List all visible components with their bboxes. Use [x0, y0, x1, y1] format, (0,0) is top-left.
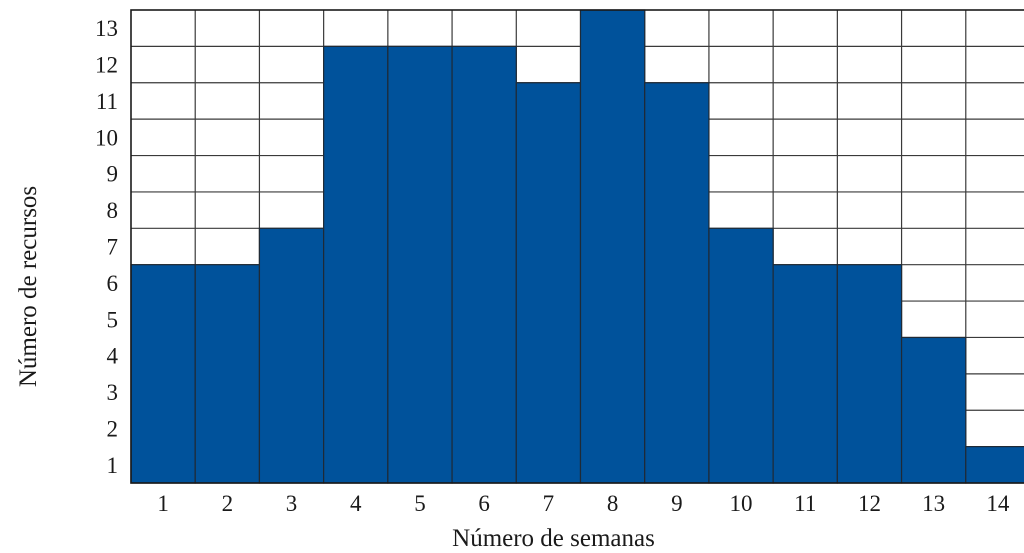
x-tick-label: 5	[414, 491, 426, 516]
x-tick-label: 8	[607, 491, 619, 516]
bar-week-11	[772, 264, 838, 484]
bars	[130, 9, 1024, 484]
x-tick-label: 3	[286, 491, 298, 516]
y-tick-label: 13	[95, 16, 118, 41]
bar-week-1	[130, 264, 196, 484]
plot-frame	[130, 9, 1024, 484]
y-tick-label: 2	[107, 416, 119, 441]
x-tick-label: 1	[157, 491, 169, 516]
x-tick-label: 10	[730, 491, 753, 516]
y-tick-label: 9	[107, 162, 119, 187]
bar-week-3	[258, 227, 325, 484]
y-tick-label: 12	[95, 53, 118, 78]
bar-week-12	[836, 264, 903, 484]
x-tick-label: 11	[794, 491, 816, 516]
x-tick-label: 6	[478, 491, 490, 516]
bar-week-13	[900, 336, 967, 484]
y-tick-label: 3	[107, 380, 119, 405]
y-tick-label: 6	[107, 271, 119, 296]
x-tick-labels: 1 2 3 4 5 6 7 8 9 10 11 12 13 14	[157, 491, 1010, 516]
bar-week-7	[515, 82, 582, 484]
bar-week-5	[387, 45, 453, 484]
bar-week-10	[708, 227, 774, 484]
bar-week-14	[965, 446, 1024, 484]
y-tick-label: 7	[107, 235, 119, 260]
y-tick-label: 1	[107, 453, 119, 478]
bar-week-2	[194, 264, 261, 484]
bar-week-9	[644, 82, 710, 484]
x-tick-label: 9	[671, 491, 683, 516]
x-tick-label: 4	[350, 491, 362, 516]
x-tick-label: 7	[543, 491, 555, 516]
x-tick-label: 13	[922, 491, 945, 516]
y-tick-label: 10	[95, 125, 118, 150]
bar-week-4	[323, 45, 389, 484]
y-tick-label: 11	[96, 89, 118, 114]
x-axis-title: Número de semanas	[452, 525, 655, 552]
y-tick-label: 4	[107, 344, 119, 369]
y-tick-label: 5	[107, 307, 119, 332]
x-tick-label: 12	[858, 491, 881, 516]
x-tick-label: 14	[986, 491, 1010, 516]
x-tick-label: 2	[222, 491, 234, 516]
y-axis-title: Número de recursos	[15, 186, 42, 387]
y-tick-label: 8	[107, 198, 119, 223]
bar-week-8	[579, 9, 646, 484]
bar-week-6	[451, 45, 517, 484]
